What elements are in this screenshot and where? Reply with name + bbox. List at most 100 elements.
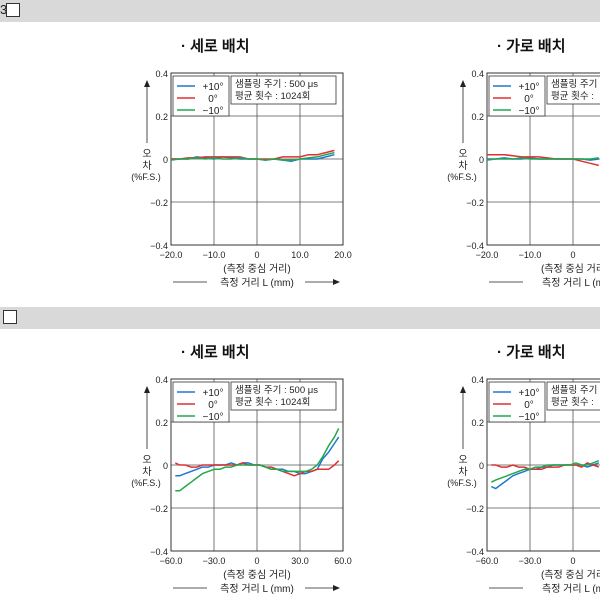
y-tick-label: 0 [479,461,484,471]
annotation-text: 평균 횟수 : [551,396,594,408]
series-line-2 [486,157,599,161]
x-tick-label: −10.0 [519,250,542,260]
y-tick-label: 0 [163,155,168,165]
x-axis-sublabel: (측정 중심 거리) [223,263,290,275]
x-tick-label: 0 [254,250,259,260]
x-axis-label: 측정 거리 L (mm) [220,277,294,289]
legend-label: +10° [519,388,540,399]
x-tick-label: −20.0 [160,250,183,260]
y-axis-label: 오 [458,455,467,466]
chart-1: · 세로 배치 0.4 0.2 0 −0.2 −0.4−20.0 −10.0 0 10.0 20.… [131,38,352,289]
y-tick-label: 0.4 [155,375,168,385]
y-tick-label: 0.2 [155,112,168,122]
section-header-1: 3 [0,0,600,22]
chart-2: · 가로 배치 0.4 0.2 0 −0.2 −0.4−20.0 −10.0 0 오차(%F.S… [447,38,600,289]
y-tick-label: 0 [479,155,484,165]
x-axis-sublabel: (측정 중심 거리 [541,569,600,581]
x-axis-sublabel: (측정 중심 거리 [541,263,600,275]
x-tick-label: −60.0 [476,556,499,566]
annotation-text: 평균 횟수 : 1024회 [235,90,310,102]
annotation-text: 평균 횟수 : 1024회 [235,396,310,408]
y-axis-label: 차 [142,160,151,172]
legend-label: −10° [519,106,540,117]
x-tick-label: 10.0 [291,250,309,260]
legend-label: 0° [208,400,218,411]
x-tick-label: 0 [254,556,259,566]
y-axis-label: 오 [458,149,467,160]
checkbox-icon [6,3,20,17]
y-tick-label: 0.2 [471,418,484,428]
chart-title: · 가로 배치 [497,344,566,361]
y-axis-label: 차 [458,160,467,172]
x-tick-label: −30.0 [203,556,226,566]
y-tick-label: 0.2 [155,418,168,428]
y-axis-unit: (%F.S.) [447,172,477,182]
y-tick-label: −0.2 [466,504,484,514]
legend-label: +10° [203,82,224,93]
legend-label: +10° [203,388,224,399]
legend-label: −10° [203,412,224,423]
y-tick-label: −0.4 [466,547,484,557]
x-axis-label: 측정 거리 L (m [542,583,600,595]
legend-label: 0° [524,400,534,411]
chart-title: · 세로 배치 [181,38,250,55]
y-axis-arrow-head [460,386,466,393]
legend-label: −10° [203,106,224,117]
y-tick-label: 0.4 [471,69,484,79]
y-tick-label: 0.4 [471,375,484,385]
annotation-box [230,381,337,411]
chart-4: · 가로 배치 0.4 0.2 0 −0.2 −0.4−60.0 −30.0 0 오차(%F.S… [447,344,600,595]
x-tick-label: 0 [570,556,575,566]
annotation-text: 평균 횟수 : [551,90,594,102]
series-line-1 [491,462,600,471]
annotation-text: 샘플링 주기 [551,78,597,90]
x-tick-label: −60.0 [160,556,183,566]
plot-frame [486,378,600,552]
y-tick-label: −0.4 [466,241,484,251]
chart-title: · 가로 배치 [497,38,566,55]
series-line-1 [487,153,599,167]
checkbox-icon [3,310,17,324]
plot-frame [170,378,344,552]
series-line-2 [170,151,335,161]
y-tick-label: −0.4 [150,241,168,251]
section-header-2 [0,307,600,329]
chart-3: · 세로 배치 0.4 0.2 0 −0.2 −0.4−60.0 −30.0 0 30.0 60.… [131,344,352,595]
y-axis-label: 오 [142,149,151,160]
annotation-text: 샘플링 주기 : 500 μs [235,78,318,90]
legend-label: +10° [519,82,540,93]
x-axis-arrow-head [333,585,340,591]
x-tick-label: 60.0 [334,556,352,566]
y-tick-label: −0.2 [466,198,484,208]
annotation-text: 샘플링 주기 [551,384,597,396]
y-axis-label: 차 [142,466,151,478]
annotation-box [230,75,337,105]
x-axis-arrow-head [333,279,340,285]
y-axis-label: 차 [458,466,467,478]
y-axis-unit: (%F.S.) [447,478,477,488]
y-tick-label: −0.2 [150,198,168,208]
y-axis-unit: (%F.S.) [131,172,161,182]
legend-label: −10° [519,412,540,423]
x-tick-label: 20.0 [334,250,352,260]
x-tick-label: 0 [570,250,575,260]
x-axis-label: 측정 거리 L (m [542,277,600,289]
annotation-box [546,75,600,105]
x-tick-label: −10.0 [203,250,226,260]
y-tick-label: 0 [163,461,168,471]
y-tick-label: −0.2 [150,504,168,514]
annotation-text: 샘플링 주기 : 500 μs [235,384,318,396]
y-axis-label: 오 [142,455,151,466]
x-axis-sublabel: (측정 중심 거리) [223,569,290,581]
legend-label: 0° [524,94,534,105]
x-tick-label: 30.0 [291,556,309,566]
y-axis-arrow-head [144,386,150,393]
legend-label: 0° [208,94,218,105]
section-number: 3 [0,2,8,17]
series-line-2 [490,460,600,483]
chart-title: · 세로 배치 [181,344,250,361]
y-axis-unit: (%F.S.) [131,478,161,488]
x-tick-label: −20.0 [476,250,499,260]
y-tick-label: 0.2 [471,112,484,122]
